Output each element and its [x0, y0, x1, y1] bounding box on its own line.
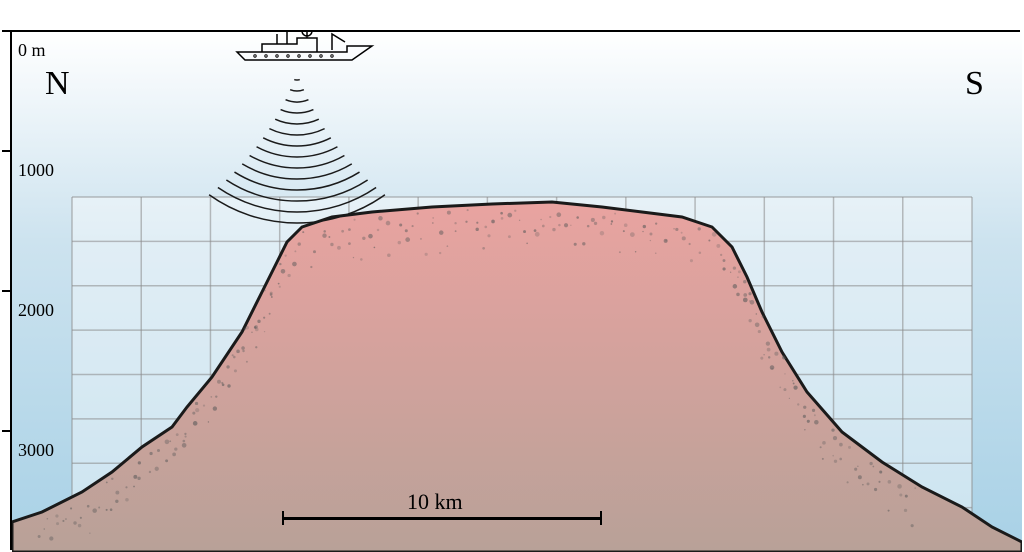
main-svg: DEPTH IN FATHOMS	[12, 32, 1022, 552]
north-label: N	[45, 65, 70, 103]
scale-bar	[282, 517, 602, 520]
y-tick-label: 2000	[18, 300, 54, 321]
y-tick-label: 3000	[18, 440, 54, 461]
scale-bar-label: 10 km	[407, 489, 463, 515]
y-tick	[2, 150, 12, 152]
y-tick	[2, 430, 12, 432]
y-tick-label: 0 m	[18, 40, 46, 61]
y-tick	[2, 290, 12, 292]
diagram-container: DEPTH IN FATHOMS 10 km 0 m 1000 2000 3000 N…	[0, 0, 1024, 552]
south-label: S	[965, 65, 984, 103]
diagram-frame: DEPTH IN FATHOMS 10 km	[10, 30, 1020, 550]
y-tick-label: 1000	[18, 160, 54, 181]
y-tick	[2, 30, 12, 32]
